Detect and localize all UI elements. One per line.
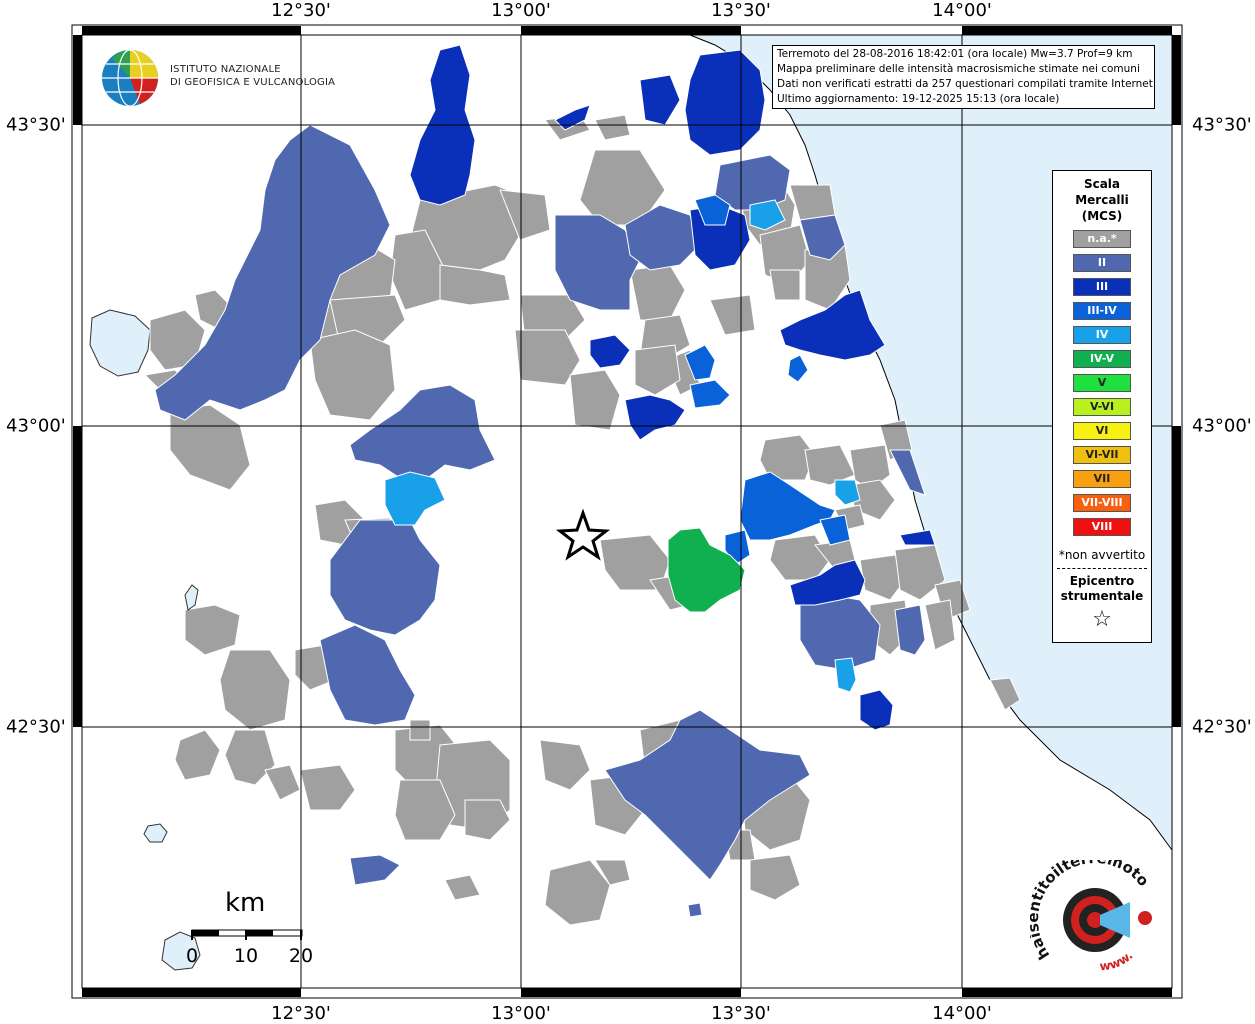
megaphone-icon — [1100, 902, 1130, 938]
ingv-logo — [102, 49, 158, 107]
lake-small-1 — [143, 823, 168, 843]
lon-label-top: 14°00' — [932, 0, 992, 21]
legend-title-line: (MCS) — [1081, 209, 1123, 223]
municipalities-na — [143, 114, 1021, 926]
event-info-line: Terremoto del 28-08-2016 18:42:01 (ora l… — [777, 48, 1133, 60]
lat-label-left: 43°00' — [6, 415, 66, 437]
adriatic-sea — [690, 35, 1172, 850]
lon-label-bottom: 13°30' — [711, 1003, 771, 1024]
lon-label-top: 13°00' — [491, 0, 551, 21]
municipalities-iii-iv — [684, 194, 851, 566]
ingv-name: ISTITUTO NAZIONALE DI GEOFISICA E VULCAN… — [170, 63, 335, 89]
ingv-name-line1: ISTITUTO NAZIONALE — [170, 64, 281, 75]
lat-label-left: 42°30' — [6, 716, 66, 738]
legend-title-line: Scala — [1083, 177, 1121, 191]
map-frame — [71, 24, 1183, 999]
lake-trasimeno — [89, 309, 151, 377]
lon-label-bottom: 13°00' — [491, 1003, 551, 1024]
lat-label-right: 42°30' — [1192, 716, 1252, 738]
legend-epicenter-line: strumentale — [1060, 589, 1144, 603]
municipalities-ii — [154, 124, 926, 918]
haisentito-www: www. — [1099, 948, 1136, 973]
legend-swatch: IV-V — [1073, 350, 1131, 368]
scale-bar — [191, 929, 303, 940]
lon-label-bottom: 12°30' — [271, 1003, 331, 1024]
ingv-name-line2: DI GEOFISICA E VULCANOLOGIA — [170, 77, 336, 88]
scale-tick-label: 20 — [288, 945, 314, 967]
municipalities-iv — [384, 199, 861, 693]
legend-separator — [1057, 568, 1147, 569]
legend-swatch: VII — [1073, 470, 1131, 488]
event-info-line: Mappa preliminare delle intensità macros… — [777, 63, 1140, 75]
lon-label-top: 12°30' — [271, 0, 331, 21]
svg-text:www.: www. — [1099, 948, 1136, 973]
legend-swatch: VI-VII — [1073, 446, 1131, 464]
lake-bolsena-small — [161, 931, 201, 971]
epicenter-star-icon — [555, 508, 611, 561]
legend-swatch: V-VI — [1073, 398, 1131, 416]
scale-tick-label: 0 — [185, 945, 199, 967]
legend-swatch: VI — [1073, 422, 1131, 440]
legend-swatch: VII-VIII — [1073, 494, 1131, 512]
legend-items: n.a.* II III III-IV IV IV-V V V-VI VI VI-VII VII VI… — [1053, 230, 1151, 536]
scale-tick-label: 10 — [233, 945, 259, 967]
graticule — [82, 35, 1172, 988]
event-info-line: Dati non verificati estratti da 257 ques… — [777, 78, 1157, 90]
intensity-legend: Scala Mercalli (MCS) n.a.* II III III-IV IV I… — [1052, 170, 1152, 643]
lat-label-left: 43°30' — [6, 114, 66, 136]
legend-epicenter-label: Epicentro strumentale — [1053, 574, 1151, 604]
lat-label-right: 43°00' — [1192, 415, 1252, 437]
lon-label-top: 13°30' — [711, 0, 771, 21]
legend-swatch: III — [1073, 278, 1131, 296]
haisentito-logo: haisentitoilterremoto.it www. — [1030, 860, 1153, 973]
legend-swatch: V — [1073, 374, 1131, 392]
lat-label-right: 43°30' — [1192, 114, 1252, 136]
legend-title-line: Mercalli — [1075, 193, 1129, 207]
legend-swatch: VIII — [1073, 518, 1131, 536]
event-info-box: Terremoto del 28-08-2016 18:42:01 (ora l… — [772, 45, 1157, 109]
scale-title: km — [225, 888, 266, 918]
legend-swatch: III-IV — [1073, 302, 1131, 320]
star-icon: ☆ — [1092, 607, 1112, 632]
legend-epicenter-line: Epicentro — [1069, 574, 1135, 588]
island — [184, 584, 199, 611]
legend-swatch: II — [1073, 254, 1131, 272]
legend-swatch: IV — [1073, 326, 1131, 344]
municipalities-iv-v — [667, 527, 746, 613]
event-info-line: Ultimo aggiornamento: 19-12-2025 15:13 (… — [777, 93, 1060, 105]
legend-swatch: n.a.* — [1073, 230, 1131, 248]
legend-note: *non avvertito — [1058, 548, 1146, 562]
legend-title: Scala Mercalli (MCS) — [1053, 176, 1151, 224]
lon-label-bottom: 14°00' — [932, 1003, 992, 1024]
